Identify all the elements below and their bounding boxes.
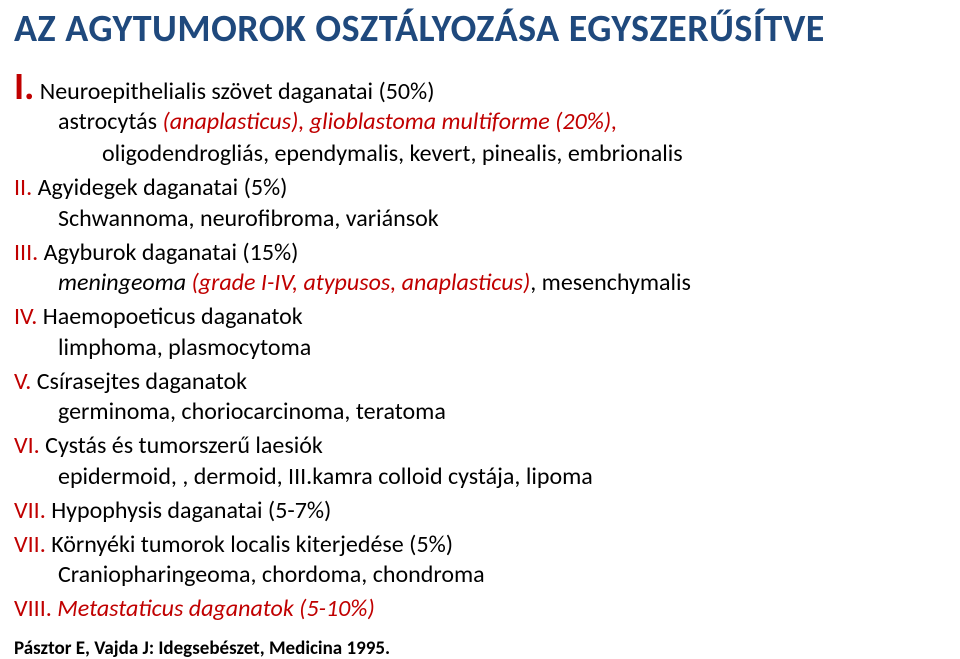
section-iii-sub-rest: , mesenchymalis bbox=[530, 268, 691, 297]
roman-iii: III. bbox=[14, 238, 38, 267]
section-vii-head: VII. Hypophysis daganatai (5-7%) bbox=[14, 496, 946, 526]
section-i-sub1-plain: astrocytás bbox=[58, 107, 162, 136]
section-vi-title: Cystás és tumorszerű laesiók bbox=[40, 431, 323, 460]
section-iv-title: Haemopoeticus daganatok bbox=[37, 302, 302, 331]
section-ii-head: II. Agyidegek daganatai (5%) bbox=[14, 173, 946, 203]
section-i-title: Neuroepithelialis szövet daganatai (50%) bbox=[34, 77, 434, 106]
section-vii2-title: Környéki tumorok localis kiterjedése (5%… bbox=[46, 530, 453, 559]
section-v-sub: germinoma, choriocarcinoma, teratoma bbox=[14, 397, 946, 427]
reference-citation: Pásztor E, Vajda J: Idegsebészet, Medici… bbox=[14, 637, 946, 659]
section-i-sub2: oligodendrogliás, ependymalis, kevert, p… bbox=[14, 139, 946, 169]
roman-iv: IV. bbox=[14, 302, 37, 331]
section-iv-head: IV. Haemopoeticus daganatok bbox=[14, 302, 946, 332]
section-viii-title: Metastaticus daganatok (5-10%) bbox=[52, 594, 375, 623]
section-vi-head: VI. Cystás és tumorszerű laesiók bbox=[14, 431, 946, 461]
section-i-sub1: astrocytás (anaplasticus), glioblastoma … bbox=[14, 107, 946, 137]
section-iii-sub: meningeoma (grade I-IV, atypusos, anapla… bbox=[14, 268, 946, 298]
section-iii-sub-hl: (grade I-IV, atypusos, anaplasticus) bbox=[192, 268, 531, 297]
section-ii-sub: Schwannoma, neurofibroma, variánsok bbox=[14, 204, 946, 234]
section-vii2-head: VII. Környéki tumorok localis kiterjedés… bbox=[14, 530, 946, 560]
roman-vii: VII. bbox=[14, 496, 46, 525]
section-i-head: I. Neuroepithelialis szövet daganatai (5… bbox=[14, 70, 946, 107]
section-vii-title: Hypophysis daganatai (5-7%) bbox=[46, 496, 332, 525]
roman-vii2: VII. bbox=[14, 530, 46, 559]
section-vii2-sub: Craniopharingeoma, chordoma, chondroma bbox=[14, 560, 946, 590]
section-vi-sub: epidermoid, , dermoid, III.kamra colloid… bbox=[14, 462, 946, 492]
section-v-title: Csírasejtes daganatok bbox=[31, 367, 247, 396]
section-iii-head: III. Agyburok daganatai (15%) bbox=[14, 238, 946, 268]
section-iv-sub: limphoma, plasmocytoma bbox=[14, 333, 946, 363]
section-i-sub1-hl: (anaplasticus), glioblastoma multiforme … bbox=[162, 107, 617, 136]
roman-ii: II. bbox=[14, 173, 32, 202]
roman-vi: VI. bbox=[14, 431, 40, 460]
section-iii-title: Agyburok daganatai (15%) bbox=[38, 238, 298, 267]
roman-i: I. bbox=[14, 70, 34, 104]
section-iii-sub-it: meningeoma bbox=[58, 268, 192, 297]
section-v-head: V. Csírasejtes daganatok bbox=[14, 367, 946, 397]
slide: AZ AGYTUMOROK OSZTÁLYOZÁSA EGYSZERŰSÍTVE… bbox=[0, 0, 960, 659]
section-ii-title: Agyidegek daganatai (5%) bbox=[32, 173, 287, 202]
page-title: AZ AGYTUMOROK OSZTÁLYOZÁSA EGYSZERŰSÍTVE bbox=[14, 8, 946, 52]
body-text: I. Neuroepithelialis szövet daganatai (5… bbox=[14, 70, 946, 659]
roman-v: V. bbox=[14, 367, 31, 396]
section-viii-head: VIII. Metastaticus daganatok (5-10%) bbox=[14, 594, 946, 624]
roman-viii: VIII. bbox=[14, 594, 52, 623]
